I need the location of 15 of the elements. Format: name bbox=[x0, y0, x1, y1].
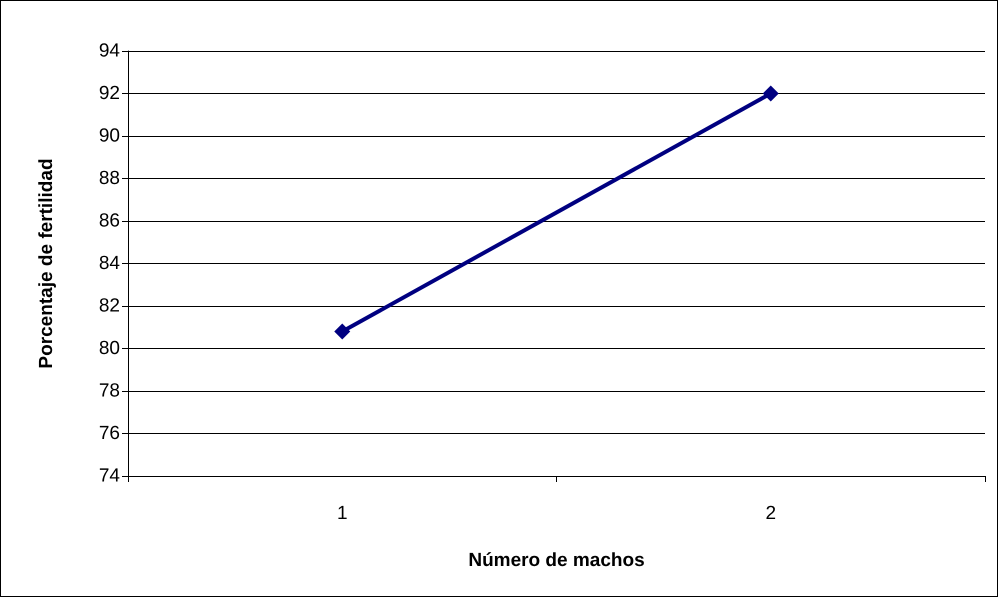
x-tick-label: 1 bbox=[336, 503, 348, 524]
x-tick-label: 2 bbox=[765, 503, 776, 524]
y-tick-label: 86 bbox=[98, 210, 120, 232]
y-tick-label: 94 bbox=[98, 40, 120, 62]
y-tick-label: 84 bbox=[98, 253, 120, 274]
y-axis-title: Porcentaje de fertilidad bbox=[36, 158, 57, 369]
y-tick-label: 92 bbox=[98, 83, 120, 104]
y-tick-label: 88 bbox=[98, 168, 120, 189]
y-tick-label: 90 bbox=[98, 126, 120, 146]
y-tick-label: 78 bbox=[98, 380, 120, 402]
x-axis-title: Número de machos bbox=[468, 550, 645, 571]
y-tick-label: 76 bbox=[98, 423, 120, 444]
y-tick-label: 74 bbox=[98, 466, 120, 486]
y-tick-label: 82 bbox=[98, 296, 120, 316]
y-tick-label: 80 bbox=[98, 338, 120, 359]
